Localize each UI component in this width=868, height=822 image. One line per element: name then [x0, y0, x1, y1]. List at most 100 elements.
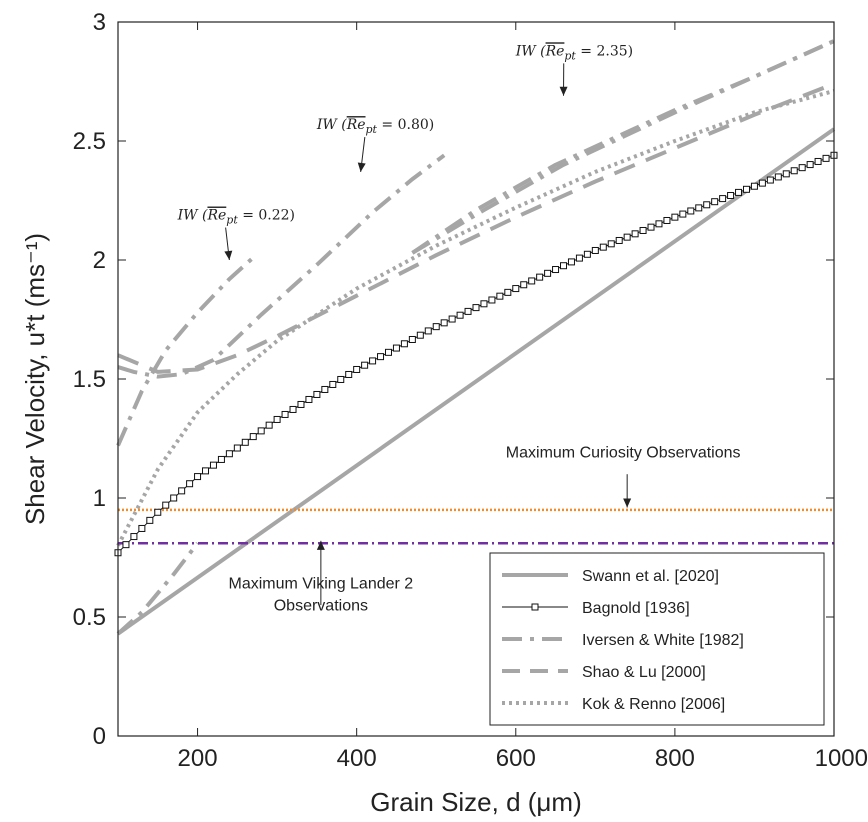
series-line [116, 89, 835, 547]
legend: Swann et al. [2020] Bagnold [1936] Iversen… [489, 552, 825, 726]
ann-prefix: IW ( [316, 117, 347, 133]
bagnold-marker [233, 444, 241, 452]
bagnold-marker [512, 285, 520, 293]
bagnold-marker [583, 250, 591, 258]
bagnold-marker [424, 327, 432, 335]
bagnold-marker [798, 164, 806, 172]
bagnold-marker [194, 473, 202, 481]
ann-prefix: IW ( [177, 208, 208, 224]
bagnold-marker [687, 207, 695, 215]
ann-symbol: Re [545, 43, 565, 59]
bagnold-marker [599, 243, 607, 251]
y-tick-label: 2.5 [73, 128, 106, 155]
y-tick-label: 1 [93, 485, 106, 512]
bagnold-marker [170, 494, 178, 502]
bagnold-marker [297, 400, 305, 408]
legend-label: Kok & Renno [2006] [582, 696, 725, 713]
bagnold-marker [162, 501, 170, 509]
ann-symbol: Re [346, 117, 366, 133]
bagnold-marker [440, 319, 448, 327]
bagnold-marker [361, 361, 369, 369]
bagnold-marker [575, 254, 583, 262]
bagnold-marker [122, 541, 130, 549]
bagnold-marker [257, 427, 265, 435]
bagnold-marker [448, 315, 456, 323]
bagnold-marker [416, 331, 424, 339]
bagnold-marker [209, 461, 217, 469]
series-line [117, 82, 835, 374]
annotations: IW (Rept = 0.22)IW (Rept = 0.80)IW (Rept… [177, 43, 741, 614]
bagnold-marker [758, 179, 766, 187]
ann-sub: pt [226, 214, 238, 227]
y-tick-label: 3 [93, 9, 106, 36]
x-tick-label: 600 [496, 745, 536, 772]
bagnold-marker [480, 300, 488, 308]
iw-annotation: IW (Rept = 0.80) [316, 117, 434, 136]
bagnold-marker [679, 210, 687, 218]
iw-annotation: IW (Rept = 2.35) [515, 43, 633, 62]
bagnold-marker [663, 216, 671, 224]
bagnold-marker [369, 357, 377, 365]
bagnold-marker [400, 340, 408, 348]
bagnold-marker [488, 296, 496, 304]
bagnold-marker [814, 157, 822, 165]
bagnold-marker [655, 220, 663, 228]
bagnold-marker [202, 467, 210, 475]
callout-text: Observations [274, 597, 368, 614]
bagnold-marker [607, 240, 615, 248]
bagnold-marker [456, 311, 464, 319]
iversen-white-curve [411, 39, 835, 255]
bagnold-marker [138, 524, 146, 532]
bagnold-marker [703, 201, 711, 209]
x-axis-label: Grain Size, d (μm) [370, 787, 581, 817]
bagnold-marker [178, 487, 186, 495]
legend-label: Iversen & White [1982] [582, 632, 744, 649]
lower-curve-extension [116, 541, 200, 636]
bagnold-marker [567, 258, 575, 266]
bagnold-marker [329, 380, 337, 388]
bagnold-marker [130, 533, 138, 541]
ann-prefix: IW ( [515, 43, 546, 59]
bagnold-marker [544, 269, 552, 277]
bagnold-marker [408, 335, 416, 343]
bagnold-marker [432, 323, 440, 331]
bagnold-marker [615, 236, 623, 244]
bagnold-marker [496, 292, 504, 300]
series-lines [116, 39, 836, 636]
callout-text: Maximum Curiosity Observations [506, 445, 741, 462]
bagnold-marker [536, 273, 544, 281]
bagnold-marker [774, 173, 782, 181]
bagnold-marker [154, 508, 162, 516]
series-line [116, 127, 836, 636]
legend-swatch-marker [531, 603, 539, 611]
bagnold-marker [782, 170, 790, 178]
iversen-white-curve [116, 256, 255, 447]
iw-arrow-head [224, 250, 233, 260]
legend-label: Swann et al. [2020] [582, 568, 719, 585]
x-tick-label: 400 [337, 745, 377, 772]
axis-labels: Grain Size, d (μm) Shear Velocity, u*t (… [20, 233, 582, 817]
iw-annotation: IW (Rept = 0.22) [177, 208, 295, 227]
ann-suffix: = 0.22) [238, 208, 295, 224]
bagnold-marker [727, 192, 735, 200]
bagnold-marker [671, 213, 679, 221]
bagnold-marker [353, 365, 361, 373]
bagnold-marker [265, 421, 273, 429]
series-line [411, 39, 835, 255]
bagnold-marker [249, 433, 257, 441]
bagnold-marker [695, 204, 703, 212]
bagnold-marker [472, 304, 480, 312]
bagnold-markers [114, 151, 838, 557]
bagnold-marker [790, 167, 798, 175]
bagnold-marker [735, 188, 743, 196]
bagnold-marker [321, 385, 329, 393]
legend-label: Bagnold [1936] [582, 600, 690, 617]
bagnold-marker [806, 161, 814, 169]
ann-suffix: = 2.35) [576, 43, 633, 59]
bagnold-marker [289, 405, 297, 413]
ann-suffix: = 0.80) [377, 117, 434, 133]
bagnold-marker [241, 438, 249, 446]
legend-label: Shao & Lu [2000] [582, 664, 706, 681]
bagnold-marker [719, 195, 727, 203]
